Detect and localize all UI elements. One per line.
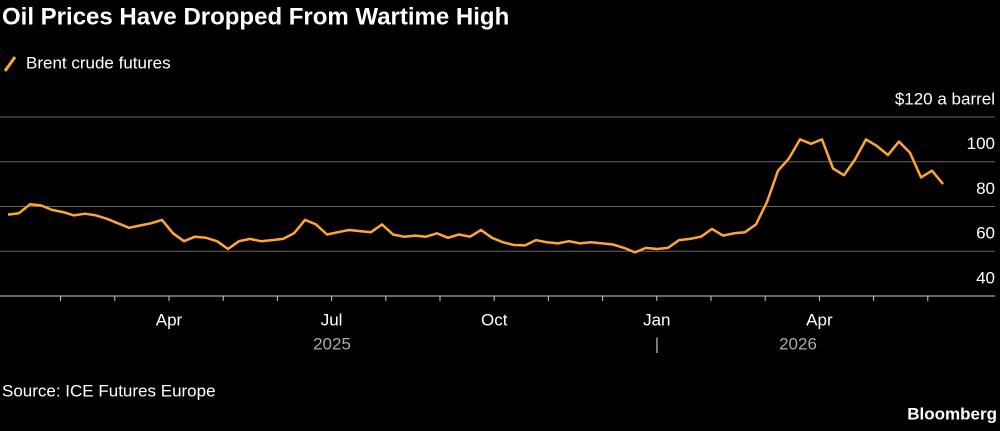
year-label: 2026 [779, 334, 817, 353]
source: Source: ICE Futures Europe [2, 381, 216, 400]
price-line [7, 138, 944, 254]
year-separator: | [655, 334, 659, 353]
year-label: 2025 [313, 334, 351, 353]
x-tick-label: Oct [481, 310, 508, 329]
y-tick-label: 40 [976, 268, 995, 287]
x-tick-label: Jan [643, 310, 670, 329]
credit: Bloomberg [907, 404, 997, 423]
chart-title: Oil Prices Have Dropped From Wartime Hig… [2, 3, 509, 30]
y-tick-label: 100 [967, 134, 995, 153]
y-tick-label: 80 [976, 179, 995, 198]
x-tick-label: Apr [156, 310, 183, 329]
y-tick-label: 60 [976, 224, 995, 243]
legend-swatch [3, 56, 17, 72]
x-tick-label: Apr [806, 310, 833, 329]
x-tick-label: Jul [321, 310, 343, 329]
y-tick-label: $120 a barrel [895, 89, 995, 108]
legend-label: Brent crude futures [26, 53, 171, 72]
